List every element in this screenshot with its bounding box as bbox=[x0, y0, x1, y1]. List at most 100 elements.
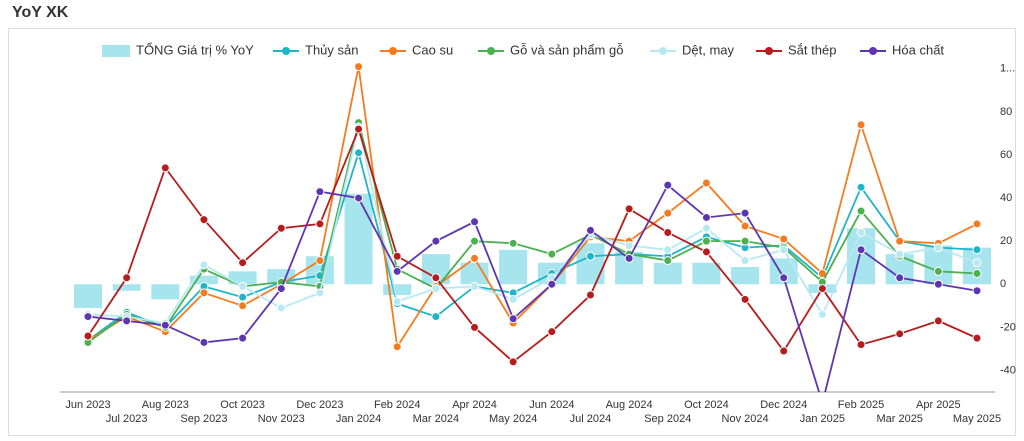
point bbox=[779, 346, 789, 356]
point bbox=[160, 163, 170, 173]
point bbox=[83, 331, 93, 341]
x-tick-label: Mar 2025 bbox=[876, 413, 922, 425]
point bbox=[779, 245, 789, 255]
point bbox=[740, 294, 750, 304]
legend-swatch bbox=[282, 47, 290, 55]
point bbox=[856, 206, 866, 216]
point bbox=[276, 223, 286, 233]
chart-title: YoY XK bbox=[12, 4, 69, 21]
point bbox=[972, 258, 982, 268]
point bbox=[199, 260, 209, 270]
point bbox=[238, 258, 248, 268]
y-tick-label: 20 bbox=[1000, 235, 1012, 247]
point bbox=[817, 284, 827, 294]
point bbox=[933, 266, 943, 276]
point bbox=[392, 266, 402, 276]
point bbox=[663, 228, 673, 238]
x-tick-label: Aug 2024 bbox=[606, 399, 653, 411]
line bbox=[87, 149, 978, 342]
point bbox=[933, 316, 943, 326]
point bbox=[856, 182, 866, 192]
point bbox=[817, 309, 827, 319]
point bbox=[585, 290, 595, 300]
bar bbox=[692, 262, 721, 285]
point bbox=[933, 279, 943, 289]
point bbox=[856, 228, 866, 238]
point bbox=[392, 296, 402, 306]
bar bbox=[112, 284, 141, 291]
point bbox=[779, 234, 789, 244]
point bbox=[508, 314, 518, 324]
y-tick-label: 1... bbox=[1000, 63, 1015, 75]
point bbox=[315, 187, 325, 197]
x-tick-label: Jul 2024 bbox=[570, 413, 612, 425]
point bbox=[547, 279, 557, 289]
point bbox=[315, 219, 325, 229]
y-tick-label: 80 bbox=[1000, 106, 1012, 118]
bar bbox=[731, 267, 760, 285]
y-tick-label: 60 bbox=[1000, 149, 1012, 161]
x-tick-label: Jan 2024 bbox=[336, 413, 381, 425]
y-tick-label: 40 bbox=[1000, 192, 1012, 204]
bar bbox=[383, 284, 412, 296]
line bbox=[87, 126, 978, 364]
point bbox=[701, 247, 711, 257]
point bbox=[663, 256, 673, 266]
legend-swatch bbox=[765, 47, 773, 55]
point bbox=[740, 236, 750, 246]
point bbox=[508, 294, 518, 304]
point bbox=[972, 333, 982, 343]
point bbox=[740, 208, 750, 218]
point bbox=[199, 215, 209, 225]
legend-swatch bbox=[659, 47, 667, 55]
point bbox=[856, 340, 866, 350]
point bbox=[972, 245, 982, 255]
point bbox=[624, 253, 634, 263]
point bbox=[508, 357, 518, 367]
point bbox=[470, 253, 480, 263]
legend-label: Thủy sản bbox=[305, 42, 358, 57]
point bbox=[392, 342, 402, 352]
legend-swatch bbox=[389, 47, 397, 55]
point bbox=[895, 249, 905, 259]
bar bbox=[460, 262, 489, 285]
point bbox=[470, 236, 480, 246]
x-tick-label: Sep 2023 bbox=[180, 413, 227, 425]
x-tick-label: Apr 2025 bbox=[916, 399, 961, 411]
point bbox=[701, 178, 711, 188]
y-tick-label: -40 bbox=[1000, 364, 1016, 376]
point bbox=[895, 329, 905, 339]
point bbox=[470, 217, 480, 227]
x-tick-label: Jul 2023 bbox=[106, 413, 148, 425]
x-tick-label: Sep 2024 bbox=[644, 413, 691, 425]
plot-area bbox=[74, 62, 991, 392]
point bbox=[276, 303, 286, 313]
point bbox=[315, 288, 325, 298]
bar bbox=[576, 243, 605, 285]
point bbox=[585, 251, 595, 261]
point bbox=[508, 238, 518, 248]
legend-label: Hóa chất bbox=[892, 42, 944, 57]
point bbox=[470, 322, 480, 332]
line bbox=[87, 126, 978, 325]
point bbox=[895, 273, 905, 283]
point bbox=[701, 223, 711, 233]
x-tick-label: Jun 2024 bbox=[529, 399, 574, 411]
point bbox=[701, 212, 711, 222]
bar bbox=[228, 271, 257, 285]
point bbox=[856, 120, 866, 130]
x-tick-label: Dec 2024 bbox=[760, 399, 807, 411]
point bbox=[740, 221, 750, 231]
legend-swatch bbox=[869, 47, 877, 55]
point bbox=[238, 333, 248, 343]
point bbox=[895, 236, 905, 246]
point bbox=[972, 286, 982, 296]
point bbox=[972, 268, 982, 278]
point bbox=[585, 225, 595, 235]
point bbox=[856, 245, 866, 255]
x-tick-label: Oct 2024 bbox=[684, 399, 729, 411]
point bbox=[276, 284, 286, 294]
point bbox=[199, 337, 209, 347]
bar bbox=[74, 284, 102, 308]
x-tick-label: Nov 2024 bbox=[722, 413, 769, 425]
